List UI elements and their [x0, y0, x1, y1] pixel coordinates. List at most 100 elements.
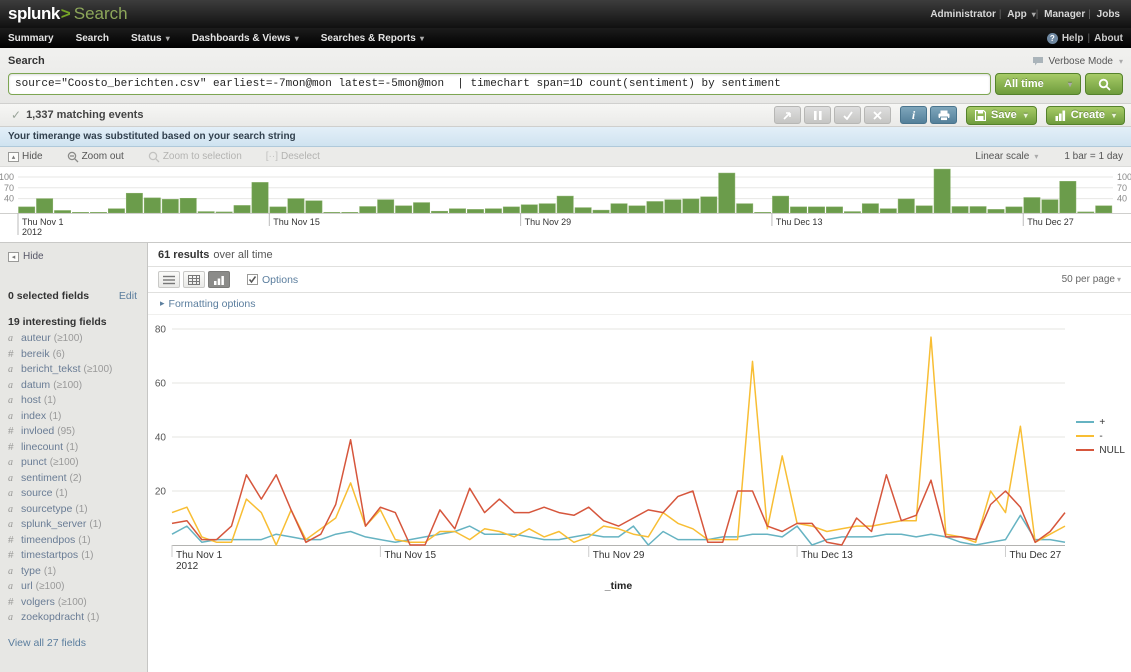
verbose-mode-selector[interactable]: Verbose Mode ▾ [1032, 56, 1123, 67]
field-link[interactable]: timestartpos [21, 549, 79, 561]
bar-chart-icon [1055, 110, 1065, 121]
search-input[interactable] [8, 73, 991, 95]
finalize-check-button[interactable] [834, 106, 862, 124]
text-field-icon: a [8, 565, 13, 577]
topbar: splunk > Search Administrator | App ▾| Man… [0, 0, 1131, 28]
view-all-fields-link[interactable]: View all 27 fields [8, 636, 87, 649]
field-count: (1) [66, 441, 79, 453]
field-link[interactable]: url [21, 580, 33, 592]
field-link[interactable]: auteur [21, 332, 51, 344]
svg-text:Thu Nov 1: Thu Nov 1 [176, 550, 223, 561]
job-status-bar: ✓ 1,337 matching events i Save ▾ Create ▾ [0, 104, 1131, 127]
cancel-job-button[interactable] [864, 106, 892, 124]
zoom-in-icon [148, 151, 160, 162]
field-count: (1) [75, 503, 88, 515]
edit-fields-link[interactable]: Edit [118, 290, 137, 302]
print-button[interactable] [930, 106, 958, 124]
field-link[interactable]: bericht_tekst [21, 363, 81, 375]
timeline-controls: ▴ Hide Zoom out Zoom to selection [··] D… [0, 147, 1131, 167]
chart-view-button[interactable] [208, 271, 230, 288]
nav-item-dashboards[interactable]: Dashboards & Views ▾ [191, 32, 299, 44]
field-link[interactable]: volgers [21, 595, 55, 608]
legend-entry-NULL[interactable]: NULL [1076, 443, 1125, 457]
field-count: (1) [81, 550, 94, 561]
link-about[interactable]: About [1094, 32, 1123, 44]
field-count: (1) [87, 612, 100, 623]
svg-text:Thu Nov 15: Thu Nov 15 [384, 550, 436, 561]
numeric-field-icon: # [8, 534, 14, 546]
deselect-button[interactable]: [··] Deselect [265, 151, 320, 162]
nav-item-search[interactable]: Search [75, 32, 109, 44]
field-link[interactable]: splunk_server [21, 518, 87, 530]
field-link[interactable]: bereik [21, 347, 50, 360]
pause-job-button[interactable] [804, 106, 832, 124]
field-link[interactable]: invloed [21, 425, 55, 437]
series-+ [171, 514, 1066, 546]
field-link[interactable]: source [21, 487, 53, 499]
svg-text:40: 40 [1117, 194, 1127, 204]
field-link[interactable]: linecount [21, 440, 64, 453]
sidebar-hide-button[interactable]: ◂ Hide [8, 251, 147, 262]
timeline-hide-button[interactable]: ▴ Hide [8, 151, 43, 162]
field-item-timestartpos: # timestartpos (1) [8, 549, 147, 565]
scale-selector[interactable]: Linear scale ▾ [975, 151, 1039, 162]
text-field-icon: a [8, 503, 13, 515]
create-button[interactable]: Create ▾ [1045, 105, 1125, 125]
interesting-fields-heading: 19 interesting fields [8, 316, 107, 328]
link-jobs[interactable]: Jobs [1096, 8, 1120, 20]
link-help[interactable]: Help [1061, 32, 1084, 44]
event-timeline-chart[interactable]: 40 40 70 70 100 100 Thu Nov 1 2012 Thu Nov 15 Thu… [0, 167, 1131, 243]
text-field-icon: a [8, 457, 13, 468]
field-link[interactable]: type [21, 564, 41, 577]
selected-fields-heading: 0 selected fields [8, 290, 90, 302]
field-count: (1) [43, 565, 57, 577]
series-NULL [171, 438, 1066, 546]
field-link[interactable]: zoekopdracht [21, 611, 85, 623]
field-link[interactable]: sourcetype [21, 502, 73, 515]
finalize-job-button[interactable] [774, 106, 802, 124]
nav-item-summary[interactable]: Summary [8, 32, 54, 44]
save-button[interactable]: Save ▾ [966, 105, 1037, 125]
field-count: (1) [78, 534, 91, 546]
app-name: Search [73, 4, 128, 23]
sentiment-chart[interactable]: 20 40 60 80 Thu Nov 1 2012 Thu Nov 15 Thu Nov 2… [148, 315, 1131, 630]
nav-item-searches-reports[interactable]: Searches & Reports ▾ [320, 32, 425, 44]
field-item-bereik: # bereik (6) [8, 348, 147, 364]
field-item-auteur: a auteur (≥100) [8, 332, 147, 348]
deselect-icon: [··] [265, 151, 278, 162]
svg-text:70: 70 [4, 183, 14, 193]
link-app[interactable]: App [1007, 8, 1027, 20]
timerange-notice: Your timerange was substituted based on … [0, 127, 1131, 147]
save-icon [975, 109, 987, 121]
field-item-url: a url (≥100) [8, 580, 147, 596]
nav-item-status[interactable]: Status ▾ [130, 32, 170, 44]
field-link[interactable]: index [21, 409, 47, 422]
field-item-sentiment: a sentiment (2) [8, 472, 147, 488]
field-link[interactable]: host [21, 394, 41, 406]
field-link[interactable]: punct [21, 456, 47, 468]
check-icon: ✓ [11, 108, 22, 122]
field-list: a auteur (≥100) # bereik (6) a bericht_tekst (≥1… [8, 332, 147, 627]
numeric-field-icon: # [8, 426, 14, 437]
list-view-button[interactable] [158, 271, 180, 288]
field-count: (≥100) [49, 457, 79, 468]
time-range-picker[interactable]: All time ▾ [995, 73, 1081, 95]
legend-entry-+[interactable]: + [1076, 415, 1125, 429]
svg-text:80: 80 [155, 325, 167, 336]
field-link[interactable]: sentiment [21, 471, 67, 484]
table-view-button[interactable] [183, 271, 205, 288]
formatting-options-toggle[interactable]: ▸ Formatting options [148, 293, 1131, 315]
chart-options-button[interactable]: Options [247, 274, 298, 286]
link-manager[interactable]: Manager [1044, 8, 1086, 20]
field-link[interactable]: timeendpos [21, 533, 76, 546]
zoom-out-button[interactable]: Zoom out [67, 151, 124, 163]
per-page-selector[interactable]: 50 per page ▾ [1061, 274, 1121, 285]
legend-entry--[interactable]: - [1076, 429, 1125, 443]
link-administrator[interactable]: Administrator [930, 8, 996, 20]
field-count: (1) [55, 488, 68, 499]
field-link[interactable]: datum [21, 378, 51, 391]
field-count: (1) [89, 519, 102, 530]
job-info-button[interactable]: i [900, 106, 928, 124]
search-button[interactable] [1085, 73, 1123, 95]
zoom-to-selection-button[interactable]: Zoom to selection [148, 151, 242, 163]
